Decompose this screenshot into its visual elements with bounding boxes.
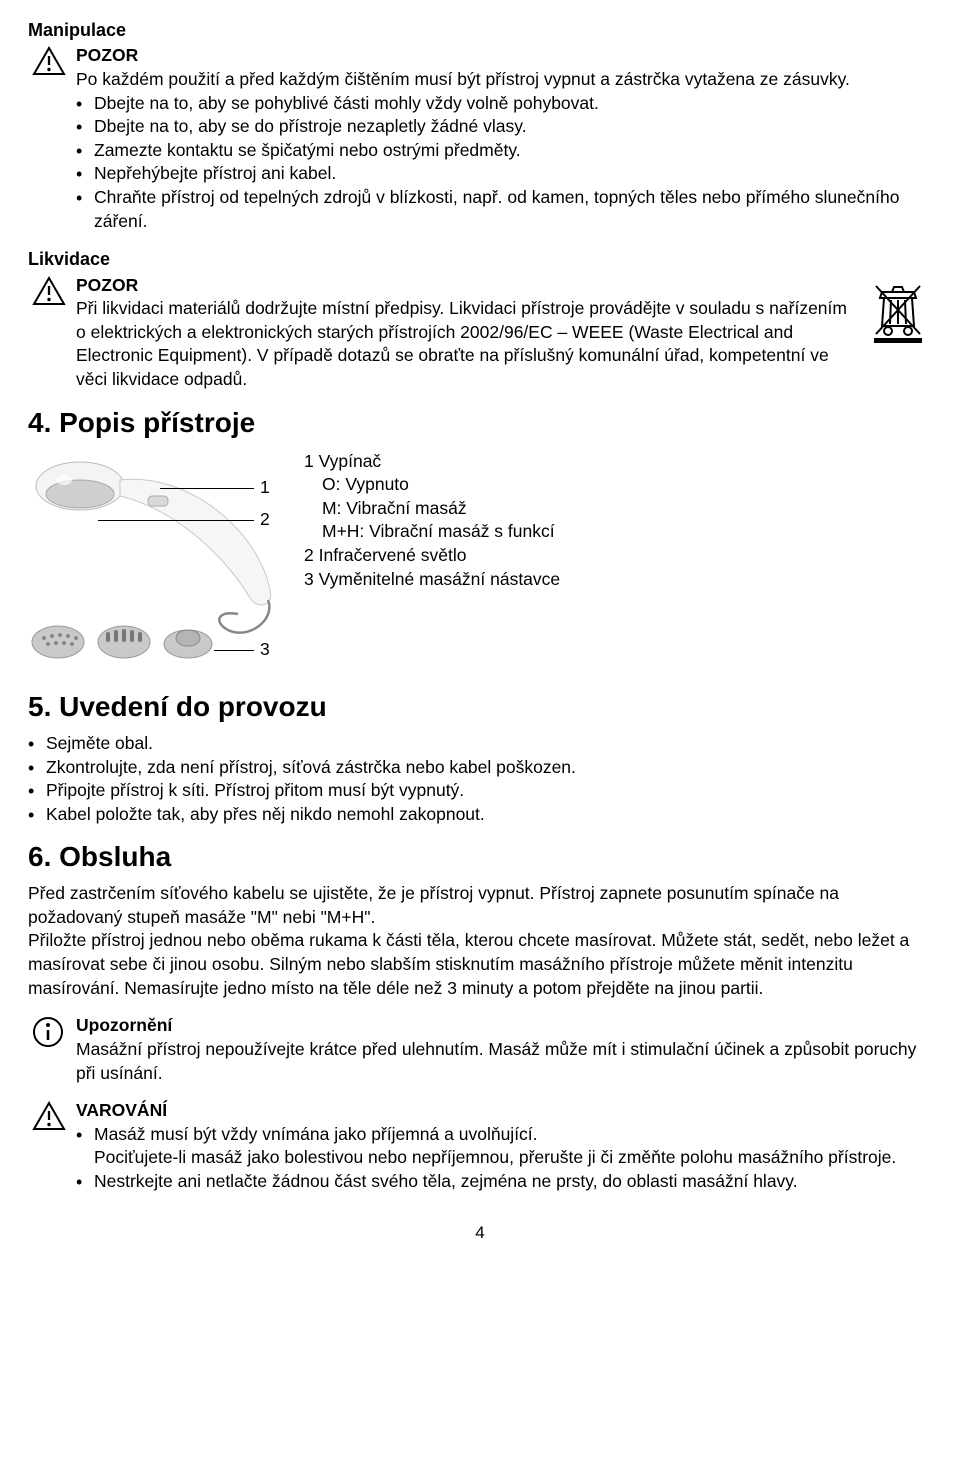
varovani-bullets: Masáž musí být vždy vnímána jako příjemn… [76, 1123, 932, 1194]
diagram-num-2: 2 [260, 508, 270, 532]
weee-bin-icon [870, 280, 926, 346]
diagram-num-3: 3 [260, 638, 270, 662]
bullet: Masáž musí být vždy vnímána jako příjemn… [76, 1123, 932, 1170]
info-circle-icon [32, 1016, 64, 1048]
warning-triangle-icon [32, 46, 66, 76]
obsluha-p2: Přiložte přístroj jednou nebo oběma ruka… [28, 929, 932, 1000]
diagram-legend: 1 Vypínač O: Vypnuto M: Vibrační masáž M… [304, 450, 932, 677]
uvedeni-bullets: Sejměte obal. Zkontrolujte, zda není pří… [28, 732, 932, 827]
bullet: Dbejte na to, aby se pohyblivé části moh… [76, 92, 932, 116]
likvidace-block: POZOR Při likvidaci materiálů dodržujte … [28, 274, 932, 392]
varovani-heading: VAROVÁNÍ [76, 1099, 932, 1123]
legend-line: M+H: Vibrační masáž s funkcí [304, 520, 932, 544]
manipulace-bullets: Dbejte na to, aby se pohyblivé části moh… [76, 92, 932, 234]
manipulace-block: POZOR Po každém použití a před každým či… [28, 44, 932, 233]
bullet: Dbejte na to, aby se do přístroje nezapl… [76, 115, 932, 139]
upozorneni-block: Upozornění Masážní přístroj nepoužívejte… [28, 1014, 932, 1085]
diagram-area: 1 2 3 1 Vypínač O: Vypnuto M: Vibrační m… [28, 450, 932, 677]
legend-line: 2 Infračervené světlo [304, 544, 932, 568]
bullet: Nestrkejte ani netlačte žádnou část svéh… [76, 1170, 932, 1194]
pozor-label: POZOR [76, 44, 932, 68]
warning-triangle-icon [32, 1101, 66, 1131]
bullet: Zkontrolujte, zda není přístroj, síťová … [28, 756, 932, 780]
legend-line: 1 Vypínač [304, 450, 932, 474]
warning-triangle-icon [32, 276, 66, 306]
heading-manipulace: Manipulace [28, 18, 932, 42]
upozorneni-text: Masážní přístroj nepoužívejte krátce pře… [76, 1038, 932, 1085]
diagram-left: 1 2 3 [28, 450, 288, 677]
bullet: Zamezte kontaktu se špičatými nebo ostrý… [76, 139, 932, 163]
legend-line: M: Vibrační masáž [304, 497, 932, 521]
likvidace-text: Při likvidaci materiálů dodržujte místní… [76, 297, 852, 392]
heading-popis: 4. Popis přístroje [28, 404, 932, 442]
bullet: Chraňte přístroj od tepelných zdrojů v b… [76, 186, 932, 233]
legend-line: 3 Vyměnitelné masážní nástavce [304, 568, 932, 592]
legend-line: O: Vypnuto [304, 473, 932, 497]
manipulace-intro: Po každém použití a před každým čištěním… [76, 68, 932, 92]
obsluha-p1: Před zastrčením síťového kabelu se ujist… [28, 882, 932, 929]
heading-likvidace: Likvidace [28, 247, 932, 271]
upozorneni-heading: Upozornění [76, 1014, 932, 1038]
diagram-num-1: 1 [260, 476, 270, 500]
massager-illustration [28, 450, 288, 670]
heading-obsluha: 6. Obsluha [28, 838, 932, 876]
bullet: Nepřehýbejte přístroj ani kabel. [76, 162, 932, 186]
bullet: Kabel položte tak, aby přes něj nikdo ne… [28, 803, 932, 827]
page-number: 4 [28, 1222, 932, 1245]
heading-uvedeni: 5. Uvedení do provozu [28, 688, 932, 726]
pozor-label: POZOR [76, 274, 852, 298]
bullet: Připojte přístroj k síti. Přístroj přito… [28, 779, 932, 803]
bullet: Sejměte obal. [28, 732, 932, 756]
varovani-block: VAROVÁNÍ Masáž musí být vždy vnímána jak… [28, 1099, 932, 1194]
